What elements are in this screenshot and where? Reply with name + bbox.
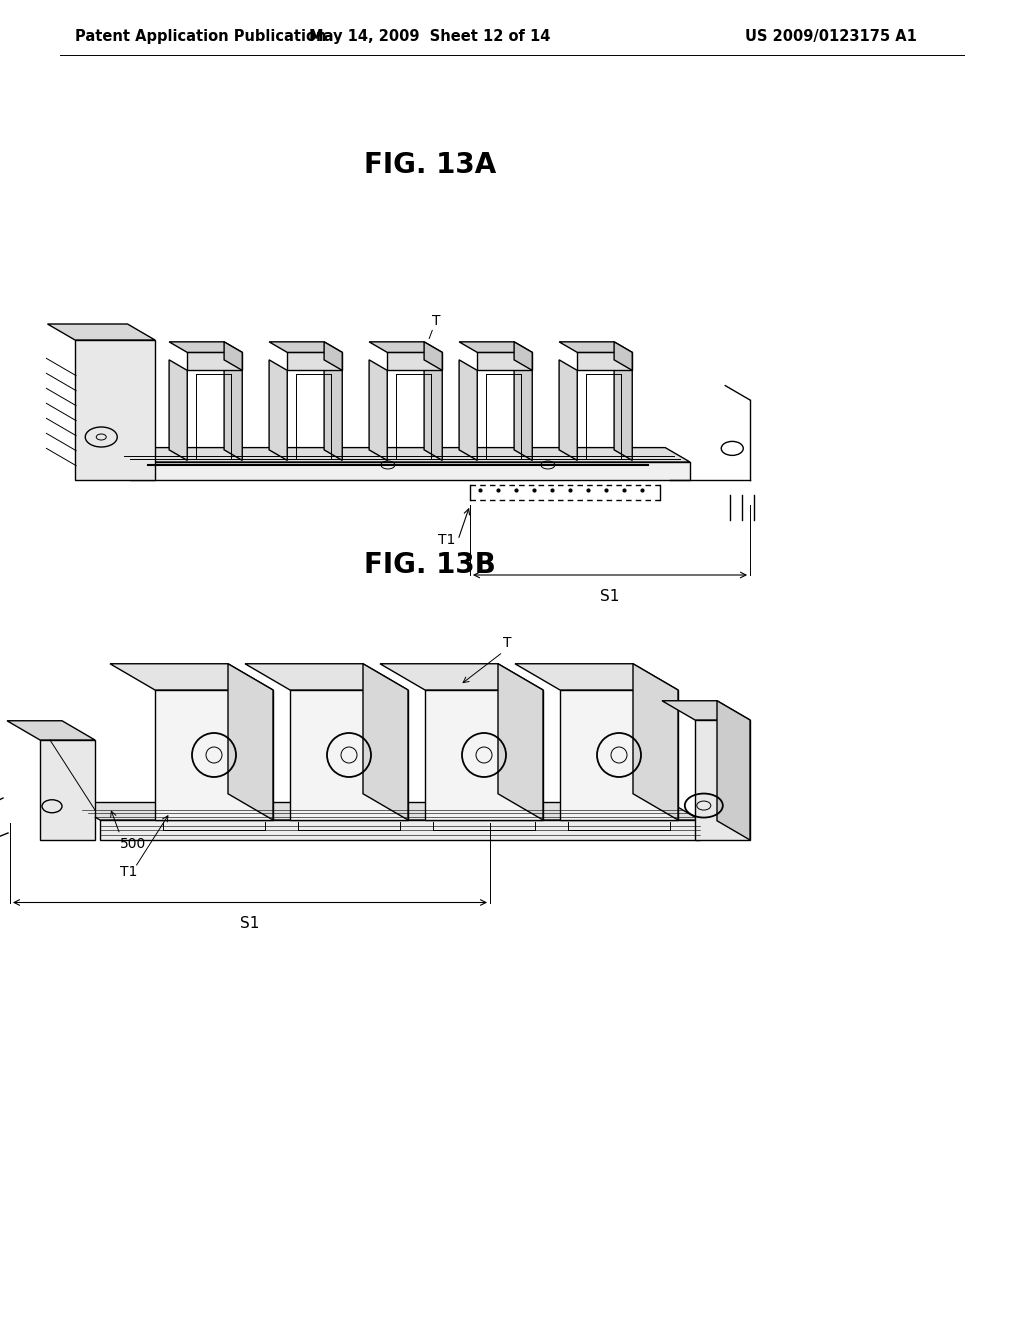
Polygon shape [662, 701, 750, 719]
Polygon shape [559, 342, 632, 352]
Polygon shape [425, 690, 543, 820]
Polygon shape [477, 352, 532, 371]
Polygon shape [70, 803, 700, 820]
Polygon shape [717, 701, 750, 840]
Polygon shape [110, 664, 273, 690]
Polygon shape [169, 360, 187, 461]
Polygon shape [245, 664, 408, 690]
Polygon shape [559, 360, 578, 461]
Polygon shape [100, 820, 700, 840]
Polygon shape [105, 447, 690, 462]
Polygon shape [325, 342, 342, 371]
Polygon shape [290, 690, 408, 820]
Polygon shape [695, 719, 750, 840]
Polygon shape [187, 352, 243, 371]
Polygon shape [75, 341, 155, 480]
Polygon shape [578, 352, 632, 371]
Polygon shape [387, 352, 442, 371]
Polygon shape [325, 360, 342, 461]
Polygon shape [369, 342, 442, 352]
Polygon shape [459, 342, 532, 352]
Text: T: T [432, 314, 440, 329]
Polygon shape [459, 360, 477, 461]
Polygon shape [498, 664, 543, 820]
Polygon shape [515, 664, 678, 690]
Polygon shape [130, 462, 690, 480]
Text: 500: 500 [120, 837, 146, 851]
Polygon shape [7, 721, 95, 741]
Polygon shape [514, 342, 532, 371]
Polygon shape [633, 664, 678, 820]
Text: S1: S1 [600, 589, 620, 605]
Text: FIG. 13B: FIG. 13B [365, 550, 496, 579]
Polygon shape [614, 360, 632, 461]
Polygon shape [560, 690, 678, 820]
Polygon shape [40, 741, 95, 840]
Polygon shape [155, 690, 273, 820]
Polygon shape [514, 360, 532, 461]
Polygon shape [362, 664, 408, 820]
Text: US 2009/0123175 A1: US 2009/0123175 A1 [745, 29, 916, 45]
Polygon shape [228, 664, 273, 820]
Text: T1: T1 [120, 866, 137, 879]
Polygon shape [224, 342, 243, 371]
Polygon shape [169, 342, 243, 352]
Text: May 14, 2009  Sheet 12 of 14: May 14, 2009 Sheet 12 of 14 [309, 29, 551, 45]
Text: Patent Application Publication: Patent Application Publication [75, 29, 327, 45]
Polygon shape [369, 360, 387, 461]
Polygon shape [288, 352, 342, 371]
Polygon shape [224, 360, 243, 461]
Text: S1: S1 [241, 916, 260, 932]
Polygon shape [380, 664, 543, 690]
Polygon shape [47, 323, 155, 341]
Polygon shape [269, 342, 342, 352]
Text: T: T [503, 636, 512, 649]
Polygon shape [424, 360, 442, 461]
Polygon shape [424, 342, 442, 371]
Polygon shape [269, 360, 288, 461]
Text: FIG. 13A: FIG. 13A [364, 150, 496, 180]
Text: T1: T1 [438, 533, 456, 546]
Polygon shape [614, 342, 632, 371]
